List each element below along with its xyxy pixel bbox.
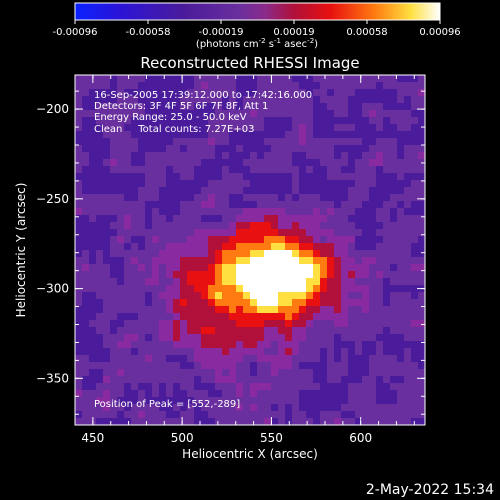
y-tick-label: −350 [36, 371, 69, 385]
info-annotation: 16-Sep-2005 17:39:12.000 to 17:42:16.000… [94, 90, 312, 135]
x-axis-label: Heliocentric X (arcsec) [182, 447, 318, 461]
y-axis-label: Heliocentric Y (arcsec) [14, 183, 28, 318]
colorbar: -0.00096 -0.00058 -0.00019 0.00019 0.00058 0.… [53, 2, 461, 50]
colorbar-ticks [74, 20, 441, 24]
colorbar-tick-labels: -0.00096 -0.00058 -0.00019 0.00019 0.00058 0.… [53, 27, 461, 38]
plot-frame [74, 74, 426, 426]
y-tick-label: −250 [36, 192, 69, 206]
info-line: Clean Total counts: 7.27E+03 [94, 124, 254, 135]
colorbar-tick-label: -0.00019 [199, 27, 244, 38]
timestamp-footer: 2-May-2022 15:34 [365, 482, 494, 498]
x-tick-label: 500 [171, 431, 194, 445]
x-tick-label: 450 [81, 431, 104, 445]
info-line: Energy Range: 25.0 - 50.0 keV [94, 112, 247, 123]
colorbar-tick-label: 0.00019 [273, 27, 314, 38]
info-line: 16-Sep-2005 17:39:12.000 to 17:42:16.000 [94, 90, 312, 101]
heatmap-image [75, 75, 426, 426]
image-title: Reconstructed RHESSI Image [140, 54, 359, 72]
image-plot: 450 500 550 600 −200 −250 −300 −350 16-Sep-200… [36, 74, 426, 445]
y-tick-labels: −200 −250 −300 −350 [36, 102, 69, 385]
axis-ticks [75, 75, 425, 425]
colorbar-unit-label: (photons cm-2 s-1 asec-2) [196, 37, 318, 50]
y-tick-label: −200 [36, 102, 69, 116]
peak-position-label: Position of Peak = [552,-289] [94, 399, 240, 410]
x-tick-label: 550 [260, 431, 283, 445]
colorbar-tick-label: 0.00096 [419, 27, 460, 38]
colorbar-gradient [74, 2, 441, 21]
info-line: Detectors: 3F 4F 5F 6F 7F 8F, Att 1 [94, 101, 268, 112]
colorbar-tick-label: -0.00058 [126, 27, 171, 38]
colorbar-tick-label: -0.00096 [53, 27, 98, 38]
y-tick-label: −300 [36, 282, 69, 296]
colorbar-tick-label: 0.00058 [346, 27, 387, 38]
x-tick-label: 600 [349, 431, 372, 445]
x-tick-labels: 450 500 550 600 [81, 431, 372, 445]
